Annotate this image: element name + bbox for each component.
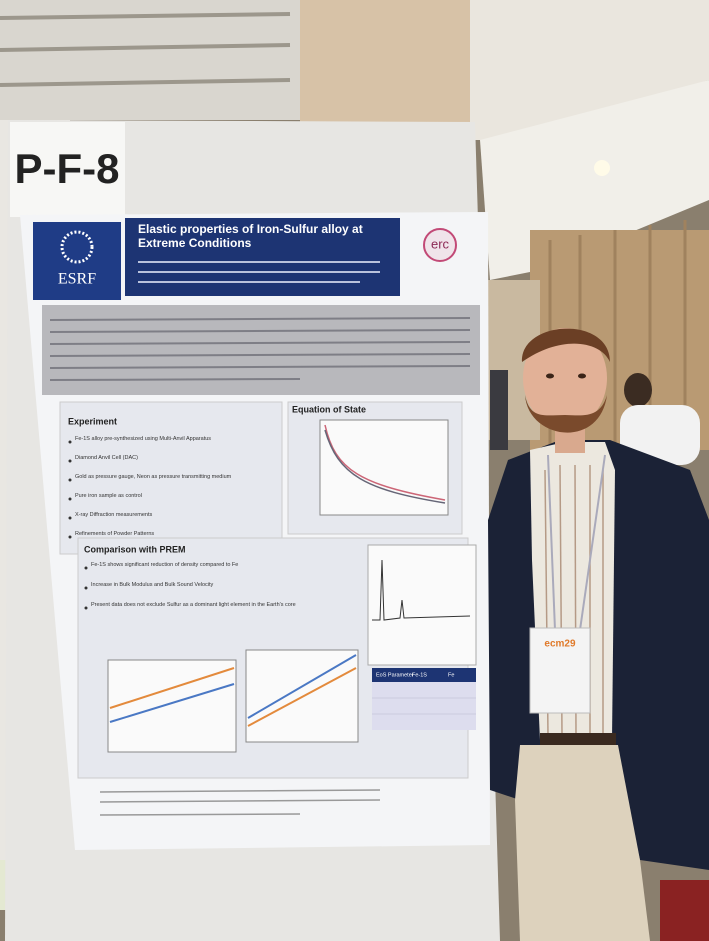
bullet-box: Fe-1S alloy pre-synthesized using Multi-… [75, 436, 212, 442]
bullet-text: X-ray Diffraction measurements [75, 512, 153, 518]
prem-plot [107, 659, 237, 753]
title-box: Elastic properties of Iron-Sulfur alloy … [138, 222, 363, 250]
board-label-card [10, 122, 125, 217]
bullet-box: Diamond Anvil Cell (DAC) [75, 455, 138, 461]
background-person-head [624, 373, 652, 407]
table-lines [372, 697, 476, 715]
table-header-cell: Fe-1S [412, 672, 427, 678]
poster-title: Elastic properties of Iron-Sulfur alloy … [138, 222, 363, 250]
table-header-cell: Fe [448, 672, 454, 678]
xrd-pattern [372, 559, 471, 621]
bullet-text: Pure iron sample as control [75, 493, 142, 499]
background-person [490, 370, 508, 450]
bullet-dot [84, 586, 88, 590]
bullet-box: Refinements of Powder Patterns [75, 531, 155, 537]
badge [529, 627, 591, 714]
bullet-dot [68, 440, 72, 444]
experiment-panel [59, 401, 283, 555]
badge-event: ecm29 [544, 639, 576, 650]
logo-text: ESRF [58, 271, 96, 288]
shirt-stripes [544, 464, 604, 736]
bullet-text: Gold as pressure gauge, Neon as pressure… [75, 474, 232, 480]
erc-logo [423, 228, 457, 262]
bullet-box: Pure iron sample as control [75, 493, 142, 499]
table-header-cell: EoS Parameter [376, 672, 414, 678]
ceiling-slats [0, 12, 291, 87]
eos-curve [324, 424, 446, 501]
reference-lines [99, 789, 381, 816]
plot-line [109, 683, 235, 723]
bullet-box: Increase in Bulk Modulus and Bulk Sound … [91, 582, 214, 588]
background-person [620, 405, 700, 465]
bullet-dot [68, 478, 72, 482]
board-label: P-F-8 [15, 145, 120, 192]
beard [525, 395, 607, 433]
bullet-dot [84, 606, 88, 610]
bullet-dot [68, 497, 72, 501]
belt [540, 733, 616, 745]
table-body [372, 682, 476, 730]
bullet-dot [84, 566, 88, 570]
eye [546, 373, 554, 379]
carpet [660, 880, 709, 941]
bullet-text: Present data does not exclude Sulfur as … [91, 602, 296, 608]
ceiling [0, 0, 300, 120]
face [523, 328, 607, 428]
abstract-lines [49, 317, 471, 381]
author-lines [138, 261, 380, 283]
esrf-emblem [60, 230, 94, 264]
wall-panel [300, 0, 470, 140]
bullet-text: Diamond Anvil Cell (DAC) [75, 455, 138, 461]
bullet-text: Increase in Bulk Modulus and Bulk Sound … [91, 582, 214, 588]
bullet-box: Gold as pressure gauge, Neon as pressure… [75, 474, 232, 480]
section-heading: Equation of State [292, 404, 366, 414]
bullet-box: X-ray Diffraction measurements [75, 512, 153, 518]
ceiling-light [594, 160, 610, 176]
bullet-box: Fe-1S shows significant reduction of den… [91, 562, 239, 568]
esrf-logo [33, 222, 121, 300]
plot-line [247, 654, 357, 719]
logo-text: erc [431, 236, 450, 251]
hair [521, 328, 610, 362]
bullet-box: Present data does not exclude Sulfur as … [91, 602, 296, 608]
table-header [372, 668, 476, 682]
bullet-text: Refinements of Powder Patterns [75, 531, 155, 537]
section-heading: Experiment [68, 416, 117, 426]
section-heading: Comparison with PREM [84, 544, 186, 554]
eye [578, 373, 586, 379]
plot-line [109, 667, 235, 709]
eos-curve [324, 429, 446, 504]
plot-line [247, 667, 357, 727]
bullet-dot [68, 459, 72, 463]
bullet-dot [68, 535, 72, 539]
bullet-text: Fe-1S alloy pre-synthesized using Multi-… [75, 436, 212, 442]
ceiling-right [470, 0, 709, 140]
trousers [515, 745, 650, 941]
bullet-dot [68, 516, 72, 520]
lanyard [579, 454, 606, 631]
bullet-text: Fe-1S shows significant reduction of den… [91, 562, 239, 568]
xrd-plot [367, 544, 477, 666]
lanyard [547, 454, 556, 631]
